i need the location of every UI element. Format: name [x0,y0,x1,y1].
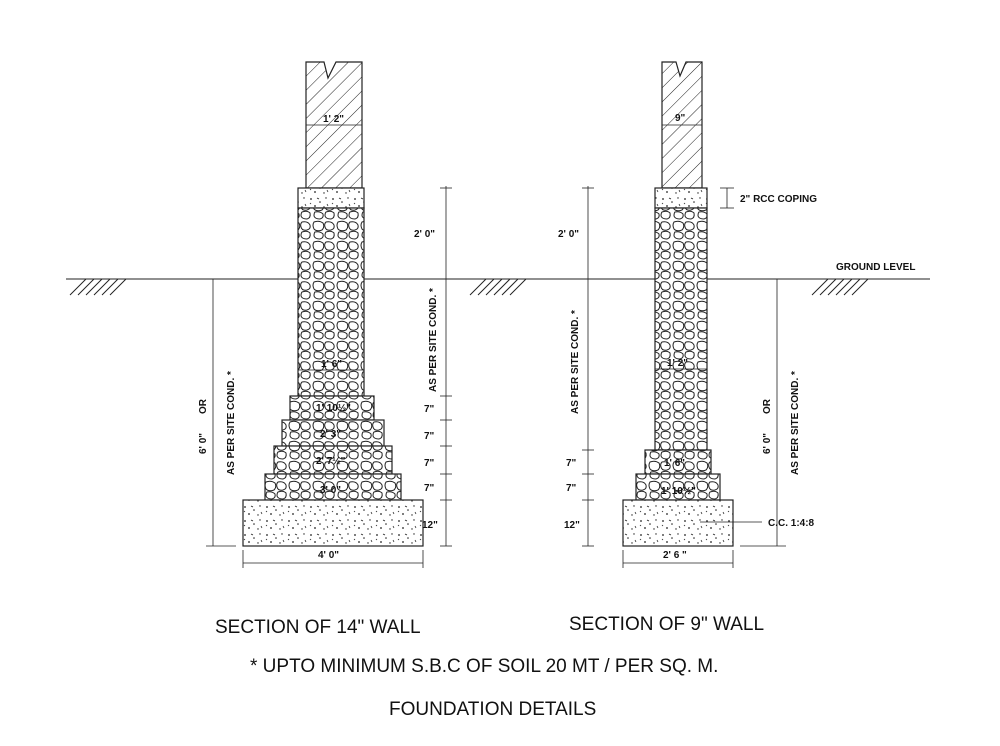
coping-label-9: 2" RCC COPING [740,194,817,205]
pcc-bed-9 [622,499,734,547]
dim-depth-b-9: AS PER SITE COND. * [790,371,801,475]
dim-step-1-9: 1' 6" [664,458,685,469]
stone-masonry-9 [654,207,708,451]
coping-14 [297,187,365,209]
pcc-bed-14 [242,499,424,547]
dim-step-1-14: 1' 10½" [316,403,351,414]
dim-step-h-0-14: 7" [424,404,435,415]
dim-depth-a-14: 6' 0" [198,433,209,454]
dim-step-h-0-9: 7" [566,458,577,469]
dim-step-4-14: 3' 0" [320,485,341,496]
dim-step-h-3-14: 7" [424,483,435,494]
caption-14-wall: SECTION OF 14" WALL [215,617,421,638]
dim-below-ground-9: AS PER SITE COND. * [570,310,581,414]
drawing-title: FOUNDATION DETAILS [389,699,597,720]
dim-depth-or-9: OR [762,398,773,414]
dim-pcc-h-9: 12" [564,520,580,531]
soil-hatch-left [69,278,127,296]
dim-wall-9: 9" [675,113,686,124]
dim-depth-b-14: AS PER SITE COND. * [226,371,237,475]
step-1-14 [289,395,375,421]
dim-pcc-h-14: 12" [422,520,438,531]
dim-step-h-2-14: 7" [424,458,435,469]
dim-wall-14: 1' 2" [323,114,344,125]
dim-step-0-14: 1' 6" [321,359,342,370]
dim-step-0-9: 1' 2" [667,358,688,369]
step-1-9 [644,449,712,475]
dim-step-h-1-9: 7" [566,483,577,494]
sbc-note: * UPTO MINIMUM S.B.C OF SOIL 20 MT / PER… [250,656,719,677]
dim-pcc-w-14: 4' 0" [318,550,339,561]
stone-masonry-14 [297,207,365,397]
dim-depth-or-14: OR [198,398,209,414]
soil-hatch-middle [469,278,527,296]
section-14-wall-drawing: 1' 2" 1' 6" 1' 10½" 2' 3" 2' 7½" 3' 0" 2… [198,61,452,568]
dim-step-h-1-14: 7" [424,431,435,442]
step-4-14 [264,473,402,501]
dim-depth-a-9: 6' 0" [762,433,773,454]
pcc-label-9: C.C. 1:4:8 [768,518,815,529]
ground-level-label: GROUND LEVEL [836,262,915,273]
dim-step-2-14: 2' 3" [320,429,341,440]
caption-9-wall: SECTION OF 9" WALL [569,614,765,635]
dim-step-2-9: 1' 10½" [661,486,696,497]
section-9-wall-drawing: 9" 1' 2" 1' 6" 1' 10½" 2" RCC COPING 2' … [558,61,817,568]
dim-above-ground-14: 2' 0" [414,229,435,240]
soil-hatch-right [811,278,869,296]
dim-below-ground-14: AS PER SITE COND. * [428,288,439,392]
coping-9 [654,187,708,209]
step-3-14 [273,445,393,475]
dim-above-ground-9: 2' 0" [558,229,579,240]
dim-step-3-14: 2' 7½" [316,456,346,467]
dim-pcc-w-9: 2' 6 " [663,550,687,561]
